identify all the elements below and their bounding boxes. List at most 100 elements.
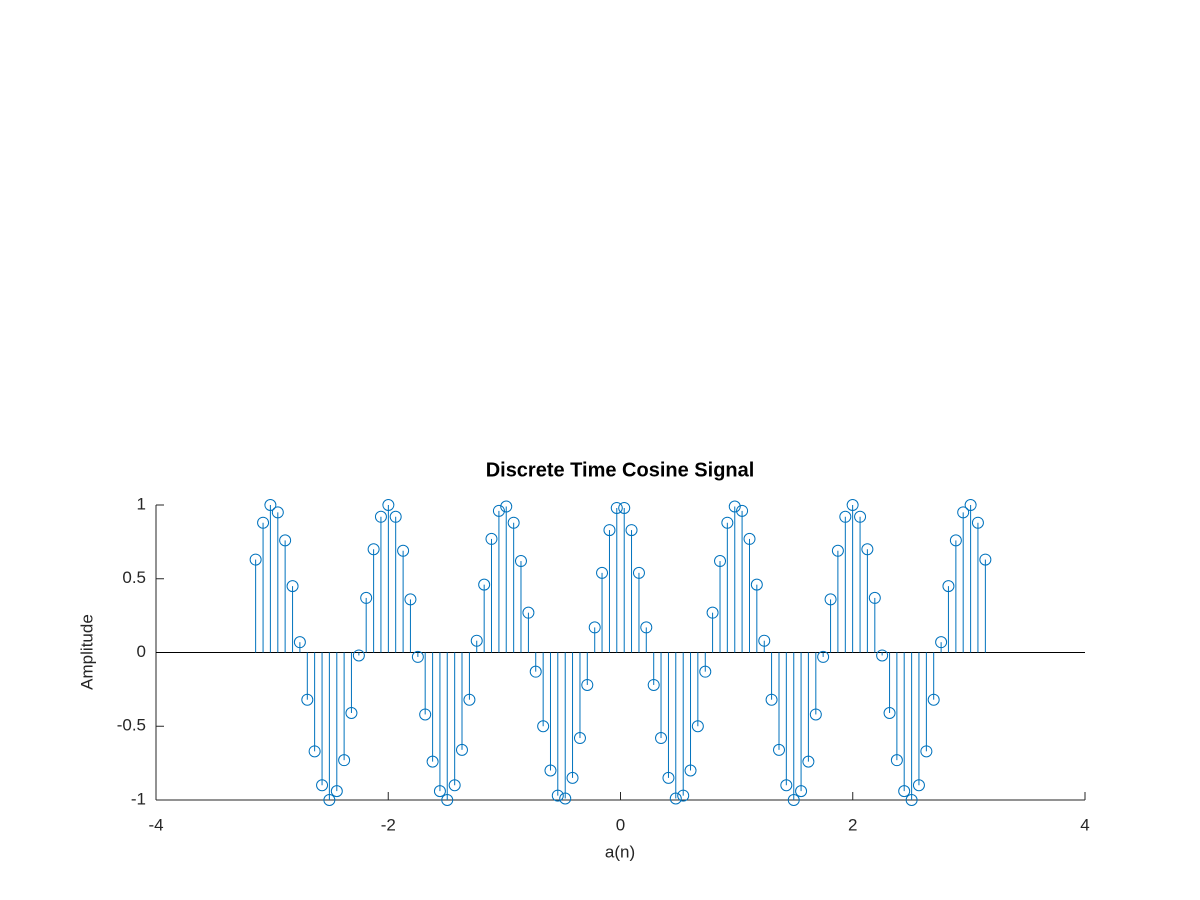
stem-marker xyxy=(301,693,314,706)
stem-marker xyxy=(603,524,616,537)
stem-marker xyxy=(912,779,925,792)
stem-marker xyxy=(854,510,867,523)
stem-marker xyxy=(500,500,513,513)
stem-marker xyxy=(367,543,380,556)
stem-marker xyxy=(507,516,520,529)
stem-marker xyxy=(286,580,299,593)
stem-marker xyxy=(397,544,410,557)
stem-marker xyxy=(979,553,992,566)
stem-marker xyxy=(470,634,483,647)
stem-marker xyxy=(817,650,830,663)
stem-marker xyxy=(758,634,771,647)
stem-marker xyxy=(389,510,402,523)
stem-marker xyxy=(249,553,262,566)
stem-marker xyxy=(426,755,439,768)
stem-marker xyxy=(957,506,970,519)
stem-marker xyxy=(927,693,940,706)
stem-marker xyxy=(492,504,505,517)
stem-marker xyxy=(264,499,277,511)
stem-marker xyxy=(728,500,741,513)
stem-marker xyxy=(544,764,557,777)
x-tick-label: -4 xyxy=(148,815,163,834)
stem-marker xyxy=(433,785,446,798)
stem-marker xyxy=(883,706,896,719)
stem-marker xyxy=(964,499,977,511)
stem-marker xyxy=(345,706,358,719)
stem-marker xyxy=(662,771,675,784)
stem-marker xyxy=(485,532,498,545)
x-tick-label: -2 xyxy=(381,815,396,834)
stem-marker xyxy=(463,693,476,706)
x-tick-label: 4 xyxy=(1080,815,1089,834)
stem-marker xyxy=(522,606,535,619)
stem-marker xyxy=(352,649,365,662)
stem-marker xyxy=(588,621,601,634)
stem-marker xyxy=(699,665,712,678)
stem-marker xyxy=(809,708,822,721)
stem-marker xyxy=(625,524,638,537)
y-tick-label: 1 xyxy=(137,494,146,513)
stem-marker xyxy=(773,743,786,756)
stem-marker xyxy=(573,732,586,745)
stem-marker xyxy=(890,754,903,767)
stem-marker xyxy=(455,743,468,756)
stem-marker xyxy=(714,555,727,568)
x-tick-label: 0 xyxy=(616,815,625,834)
stem-marker xyxy=(780,779,793,792)
stem-marker xyxy=(559,792,572,805)
stem-marker xyxy=(551,789,564,802)
chart-title: Discrete Time Cosine Signal xyxy=(486,459,755,481)
stem-marker xyxy=(257,516,270,529)
stem-marker xyxy=(942,580,955,593)
stem-marker xyxy=(419,708,432,721)
stem-marker xyxy=(706,606,719,619)
stem-marker xyxy=(411,650,424,663)
stem-marker xyxy=(655,732,668,745)
stem-marker xyxy=(949,534,962,547)
stem-marker xyxy=(478,578,491,591)
y-tick-label: -0.5 xyxy=(117,716,146,735)
stem-marker xyxy=(677,789,690,802)
stem-marker xyxy=(898,785,911,798)
stem-marker xyxy=(736,504,749,517)
stem-marker xyxy=(632,566,645,579)
y-tick-label: 0.5 xyxy=(122,568,146,587)
stem-marker xyxy=(920,745,933,758)
stem-marker xyxy=(831,544,844,557)
stem-marker xyxy=(293,636,306,649)
stem-marker xyxy=(308,745,321,758)
stem-marker xyxy=(750,578,763,591)
stem-marker xyxy=(743,532,756,545)
stem-marker xyxy=(647,678,660,691)
stem-marker xyxy=(338,754,351,767)
stem-marker xyxy=(330,785,343,798)
stem-marker xyxy=(374,510,387,523)
stem-marker xyxy=(529,665,542,678)
stem-marker xyxy=(566,771,579,784)
stem-marker xyxy=(448,779,461,792)
stem-marker xyxy=(316,779,329,792)
stem-marker xyxy=(323,794,336,806)
stem-marker xyxy=(360,591,373,604)
stem-marker xyxy=(861,543,874,556)
stem-marker xyxy=(905,794,918,806)
stem-marker xyxy=(271,506,284,519)
stem-marker xyxy=(640,621,653,634)
stem-marker xyxy=(839,510,852,523)
stem-marker xyxy=(971,516,984,529)
stem-marker xyxy=(876,649,889,662)
stem-marker xyxy=(691,720,704,733)
y-tick-label: 0 xyxy=(137,642,146,661)
stem-marker xyxy=(441,794,454,806)
stem-marker xyxy=(795,785,808,798)
stem-marker xyxy=(514,555,527,568)
stem-marker xyxy=(618,501,631,514)
x-tick-label: 2 xyxy=(848,815,857,834)
y-axis-label: Amplitude xyxy=(77,614,96,690)
y-tick-label: -1 xyxy=(131,789,146,808)
stem-marker xyxy=(581,678,594,691)
stem-marker xyxy=(935,636,948,649)
stem-marker xyxy=(596,566,609,579)
stem-marker xyxy=(537,720,550,733)
